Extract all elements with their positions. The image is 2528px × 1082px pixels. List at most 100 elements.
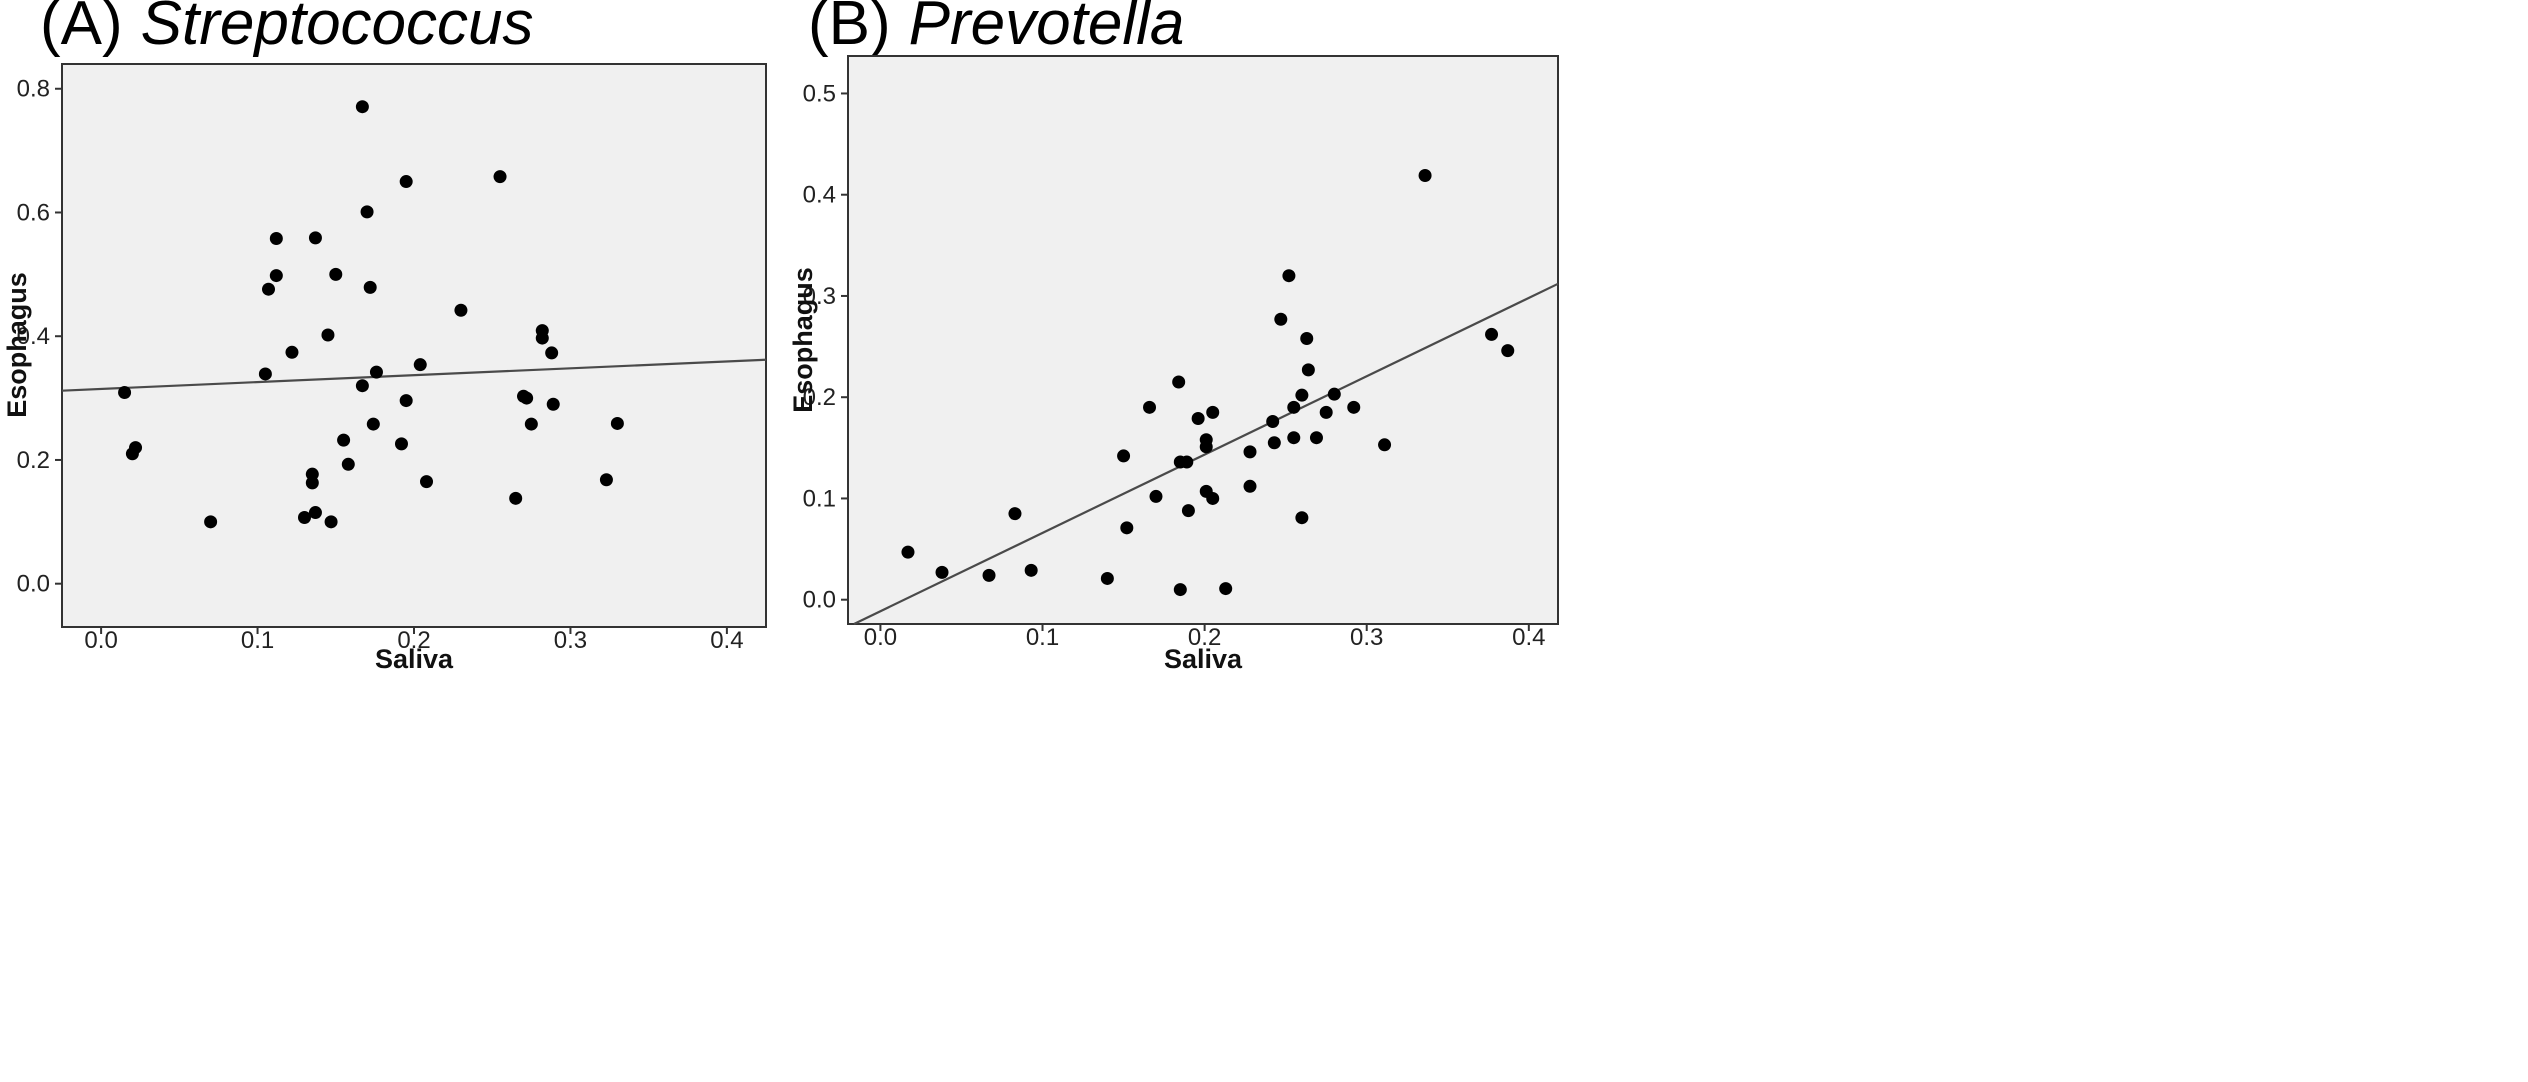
panel-a-x-tick-label: 0.1 [241,627,274,654]
panel-b-data-point [1024,563,1038,577]
panel-b-x-tick-label: 0.2 [1188,624,1221,651]
panel-b-data-point [901,545,915,559]
panel-a-data-point [520,391,534,405]
panel-b-data-point [1309,431,1323,445]
panel-b-data-point [1206,491,1220,505]
panel-b-data-point [1300,331,1314,345]
panel-b-data-point [1287,400,1301,414]
panel-a-x-axis: 0.0 0.1 0.2 0.3 0.4 [84,627,744,654]
panel-a-data-point [524,417,538,431]
panel-b-data-point [1295,511,1309,525]
panel-a-data-point [399,394,413,408]
panel-b-y-axis: 0.0 0.1 0.2 0.3 0.4 0.5 [803,80,848,614]
panel-b-data-point [1267,436,1281,450]
panel-b-data-point [1378,438,1392,452]
panel-a-data-point [269,269,283,283]
panel-b-data-point [1173,583,1187,597]
panel-b-data-point [1143,400,1157,414]
panel-a-data-point [394,437,408,451]
panel-b-data-point [1287,431,1301,445]
panel-a-data-point [262,282,276,296]
panel-a-data-point [360,205,374,219]
panel-a-data-point [355,100,369,114]
panel-a-data-point [545,346,559,360]
panel-a-data-point [546,397,560,411]
panel-b-data-point [1180,455,1194,469]
panel-a-data-point [269,231,283,245]
panel-a-data-point [258,367,272,381]
panel-a-y-tick-label: 0.2 [17,447,50,474]
panel-a-data-point [285,345,299,359]
panel-a-data-point [329,267,343,281]
panel-a-data-point [599,473,613,487]
panel-b-data-point [1243,445,1257,459]
panel-b-data-point [1181,504,1195,518]
panel-b-data-point [1418,168,1432,182]
panel-b-data-point [1266,415,1280,429]
panel-b-points [901,168,1515,597]
panel-b-data-point [1120,521,1134,535]
panel-a-data-point [420,475,434,489]
panel-a-y-tick-label: 0.8 [17,76,50,103]
panel-a-y-axis: 0.0 0.2 0.4 0.6 0.8 [17,76,62,598]
panel-a-y-tick-label: 0.6 [17,199,50,226]
panel-b-data-point [1206,405,1220,419]
panel-b-data-point [1485,327,1499,341]
panel-b-data-point [1282,269,1296,283]
panel-a-data-point [321,328,335,342]
panel-b-y-tick-label: 0.5 [803,80,836,107]
panel-a-data-point [355,379,369,393]
panel-b-data-point [1008,507,1022,521]
panel-a-data-point [118,386,132,400]
panel-b-data-point [1117,449,1131,463]
panel-b-data-point [1295,388,1309,402]
panel-b-y-label: Esophagus [788,267,818,413]
panel-b-data-point [1191,411,1205,425]
panel-b-x-axis: 0.0 0.1 0.2 0.3 0.4 [864,624,1546,651]
panel-a-data-point [297,510,311,524]
panel-a-data-point [308,506,322,520]
panel-a-data-point [509,491,523,505]
panel-a-data-point [413,358,427,372]
panel-a-data-point [535,331,549,345]
panel-b-data-point [1219,582,1233,596]
panel-b-data-point [1327,387,1341,401]
panel-b-data-point [1301,363,1315,377]
panel-a-streptococcus: (A) Streptococcus 0.0 0.1 0.2 0.3 0.4 0.00.20… [2,0,767,674]
panel-b-y-tick-label: 0.2 [803,384,836,411]
panel-b-x-tick-label: 0.1 [1026,624,1059,651]
panel-b-data-point [1100,571,1114,585]
panel-a-data-point [399,175,413,189]
panel-b-data-point [1149,489,1163,503]
panel-a-data-point [610,416,624,430]
panel-a-plot-area [61,63,767,628]
panel-a-data-point [369,365,383,379]
panel-a-x-tick-label: 0.0 [84,627,117,654]
panel-a-data-point [204,515,218,529]
panel-a-data-point [366,417,380,431]
panel-a-data-point [454,303,468,317]
panel-a-x-tick-label: 0.4 [710,627,743,654]
panel-b-data-point [1274,312,1288,326]
panel-a-data-point [493,170,507,184]
panel-b-x-tick-label: 0.3 [1350,624,1383,651]
panel-a-points [118,100,624,529]
panel-b-title: (B) Prevotella [808,0,1184,58]
panel-b-plot-area [847,55,1559,625]
panel-b-data-point [1243,479,1257,493]
panel-a-x-label: Saliva [375,644,454,674]
panel-b-genus: Prevotella [909,0,1185,58]
panel-a-x-tick-label: 0.2 [397,627,430,654]
panel-a-regression-line [61,358,767,392]
panel-a-data-point [305,476,319,490]
panel-b-x-tick-label: 0.4 [1512,624,1545,651]
panel-b-data-point [1501,344,1515,358]
panel-a-data-point [324,515,338,529]
panel-b-data-point [935,565,949,579]
panel-a-data-point [341,457,355,471]
panel-b-prevotella: (B) Prevotella 0.0 0.1 0.2 0.3 0.4 0.00.10.20… [788,0,1559,674]
panel-b-x-tick-label: 0.0 [864,624,897,651]
panel-b-regression-line [853,282,1559,625]
panel-a-title: (A) Streptococcus [40,0,534,58]
